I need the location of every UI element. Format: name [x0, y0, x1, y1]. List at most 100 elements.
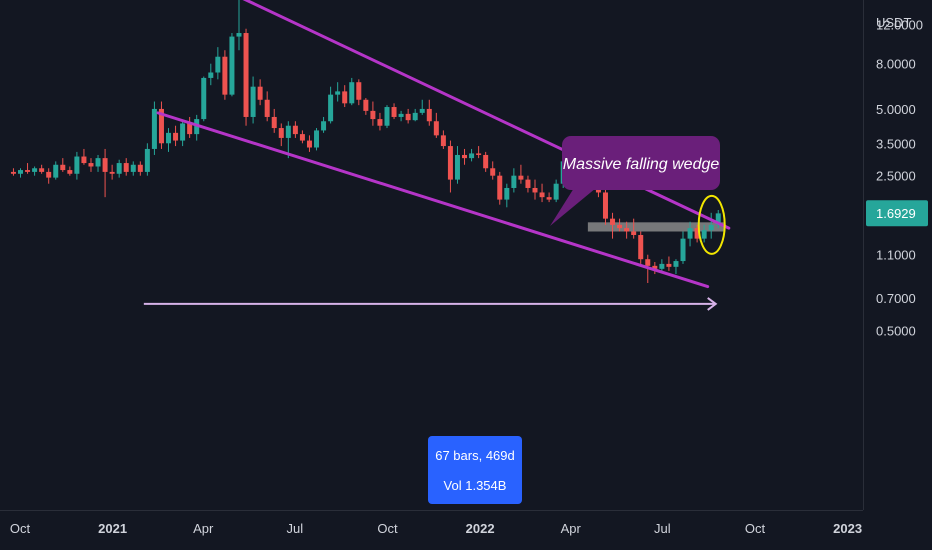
candle-body	[271, 116, 277, 129]
candle-body	[10, 171, 16, 174]
candle	[349, 77, 355, 106]
candle-body	[67, 170, 73, 174]
price-tick: 0.7000	[876, 291, 916, 306]
measure-tool[interactable]: 67 bars, 469d Vol 1.354B	[143, 297, 718, 504]
annotations-layer: Massive falling wedge 67 bars, 469d Vol 1.…	[143, 0, 731, 504]
candle	[497, 171, 503, 205]
candle-body	[236, 33, 242, 37]
candle-body	[715, 213, 721, 225]
time-tick: Oct	[377, 521, 398, 536]
candle	[504, 183, 510, 208]
candle	[130, 161, 136, 176]
candle-body	[88, 163, 94, 167]
candle-body	[158, 108, 164, 144]
candle-body	[511, 175, 517, 188]
candle	[454, 146, 460, 184]
time-tick: 2021	[98, 521, 127, 536]
candle	[342, 85, 348, 108]
price-tick: 2.5000	[876, 169, 916, 184]
candle	[462, 148, 468, 165]
price-tick: 3.5000	[876, 136, 916, 151]
candle-body	[328, 94, 334, 122]
candle-body	[377, 119, 383, 126]
candle-body	[257, 86, 263, 100]
callout-box	[562, 136, 720, 190]
candle-body	[250, 86, 256, 117]
candle	[546, 192, 552, 203]
candle-body	[201, 77, 207, 120]
candle-body	[180, 123, 186, 141]
price-axis[interactable]: 12.0000 8.0000 5.0000 3.5000 2.5000 1.1000 0.7…	[876, 18, 923, 339]
candle-body	[546, 197, 552, 200]
candle-body	[187, 123, 193, 135]
candle-body	[243, 33, 249, 117]
highlight-ellipse[interactable]	[697, 194, 726, 255]
candle-body	[81, 156, 87, 164]
candle	[215, 47, 221, 80]
candle	[532, 179, 538, 200]
candle-body	[109, 171, 115, 174]
candle	[285, 121, 291, 159]
currency-label: USDT	[876, 15, 911, 30]
candle	[60, 158, 66, 172]
candle	[81, 148, 87, 165]
candle	[363, 98, 369, 115]
time-axis[interactable]: Oct 2021 Apr Jul Oct 2022 Apr Jul Oct 2023	[10, 521, 862, 536]
candle-body	[610, 218, 616, 225]
candle-body	[74, 156, 80, 174]
candle-body	[504, 187, 510, 200]
candle-body	[292, 125, 298, 135]
price-tick: 8.0000	[876, 57, 916, 72]
candle-body	[525, 179, 531, 188]
candle	[180, 121, 186, 147]
candle	[271, 108, 277, 133]
time-tick: 2022	[466, 521, 495, 536]
candle-body	[412, 112, 418, 121]
candle	[137, 161, 143, 176]
candle	[476, 146, 482, 159]
candle-body	[638, 235, 644, 260]
candle-body	[208, 72, 214, 78]
candle-body	[673, 261, 679, 267]
candle	[187, 116, 193, 138]
candle-body	[25, 170, 31, 172]
candle	[539, 183, 545, 203]
candle	[447, 140, 453, 193]
candle-body	[32, 168, 38, 172]
candle-body	[123, 163, 129, 172]
candle	[405, 108, 411, 124]
candle-body	[426, 108, 432, 122]
candle	[278, 123, 284, 147]
support-zone[interactable]	[587, 222, 724, 232]
candle	[659, 259, 665, 272]
candle-body	[447, 146, 453, 180]
candle	[321, 116, 327, 133]
candle-body	[229, 36, 235, 95]
time-tick: Apr	[561, 521, 582, 536]
candle-body	[335, 91, 341, 95]
last-price-label: 1.6929	[866, 200, 928, 227]
candle-body	[539, 192, 545, 198]
candle	[264, 91, 270, 122]
drawings-layer	[587, 222, 724, 232]
candle	[356, 79, 362, 106]
measure-vol-text: Vol 1.354B	[444, 478, 507, 493]
candle-body	[18, 170, 24, 174]
callout[interactable]: Massive falling wedge	[550, 136, 720, 226]
candle-body	[46, 171, 52, 178]
candle-body	[130, 164, 136, 172]
lower-trendline[interactable]	[156, 111, 710, 289]
candle	[314, 128, 320, 151]
candle	[74, 151, 80, 180]
candle	[201, 76, 207, 122]
candle-body	[462, 154, 468, 159]
candle-body	[666, 263, 672, 267]
candle	[102, 148, 108, 198]
candle-body	[602, 192, 608, 219]
candle-body	[652, 265, 658, 269]
candle-body	[151, 108, 157, 149]
candle-body	[53, 164, 59, 178]
candle	[377, 112, 383, 131]
candle-body	[173, 132, 179, 141]
